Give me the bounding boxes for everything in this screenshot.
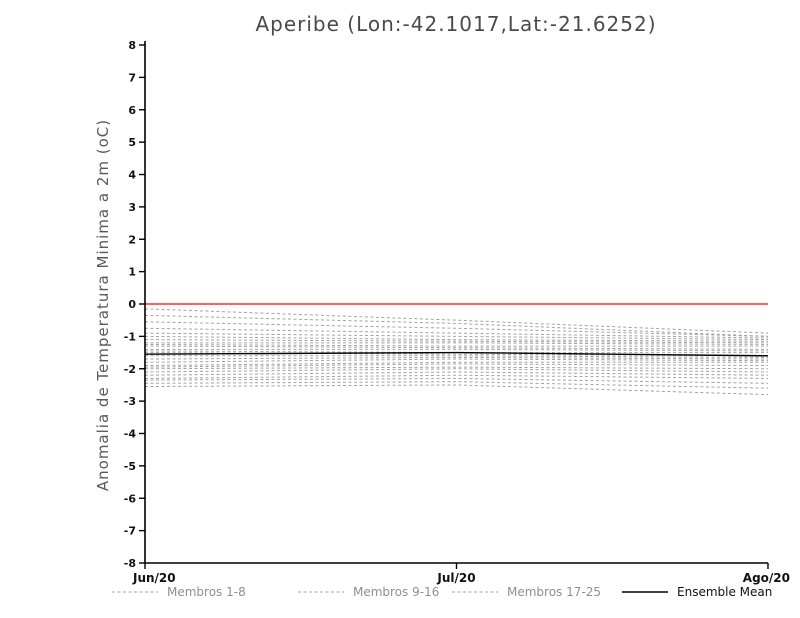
member-line (144, 366, 769, 370)
member-line (144, 308, 769, 334)
x-tick-label: Ago/20 (743, 571, 790, 585)
y-tick-label: -5 (124, 460, 136, 473)
legend-item-label: Membros 17-25 (507, 585, 601, 599)
y-tick-label: -7 (124, 525, 136, 538)
member-line (144, 321, 769, 337)
y-tick-label: 0 (128, 298, 136, 311)
member-line (144, 356, 769, 360)
member-line (144, 345, 769, 350)
y-tick-label: -3 (124, 395, 136, 408)
member-line (144, 350, 768, 354)
member-line (144, 361, 768, 367)
member-line (145, 355, 769, 358)
x-tick-label: Jun/20 (132, 571, 176, 585)
member-line (144, 368, 769, 373)
member-line (144, 335, 769, 342)
y-tick-label: -6 (124, 492, 137, 505)
y-tick-label: 6 (128, 104, 136, 117)
legend-item-label: Membros 1-8 (167, 585, 246, 599)
member-line (144, 377, 769, 384)
y-tick-label: 1 (128, 266, 136, 279)
y-tick-label: 5 (128, 136, 136, 149)
y-tick-label: 3 (128, 201, 136, 214)
y-tick-label: -2 (124, 363, 136, 376)
member-line (144, 332, 769, 341)
member-line (144, 384, 769, 396)
member-line (144, 327, 769, 339)
ensemble-mean-line (144, 351, 769, 357)
y-tick-label: 7 (128, 71, 136, 84)
legend-item-label: Membros 9-16 (353, 585, 439, 599)
member-line (144, 314, 769, 337)
x-tick-label: Jul/20 (436, 571, 475, 585)
member-line (144, 343, 768, 347)
y-tick-label: -4 (124, 428, 137, 441)
y-tick-label: 2 (128, 233, 136, 246)
y-tick-label: 4 (128, 169, 136, 182)
member-line (145, 348, 769, 352)
member-line (144, 381, 769, 389)
y-tick-label: -1 (124, 330, 136, 343)
member-line (144, 339, 769, 344)
legend-item-label: Ensemble Mean (677, 585, 772, 599)
member-line (144, 363, 769, 368)
y-tick-label: -8 (124, 557, 136, 570)
y-tick-label: 8 (128, 39, 136, 52)
member-line (145, 342, 769, 345)
chart-title: Aperibe (Lon:-42.1017,Lat:-21.6252) (255, 12, 657, 36)
member-line (144, 358, 769, 363)
member-line (144, 371, 769, 376)
member-line (144, 374, 769, 379)
